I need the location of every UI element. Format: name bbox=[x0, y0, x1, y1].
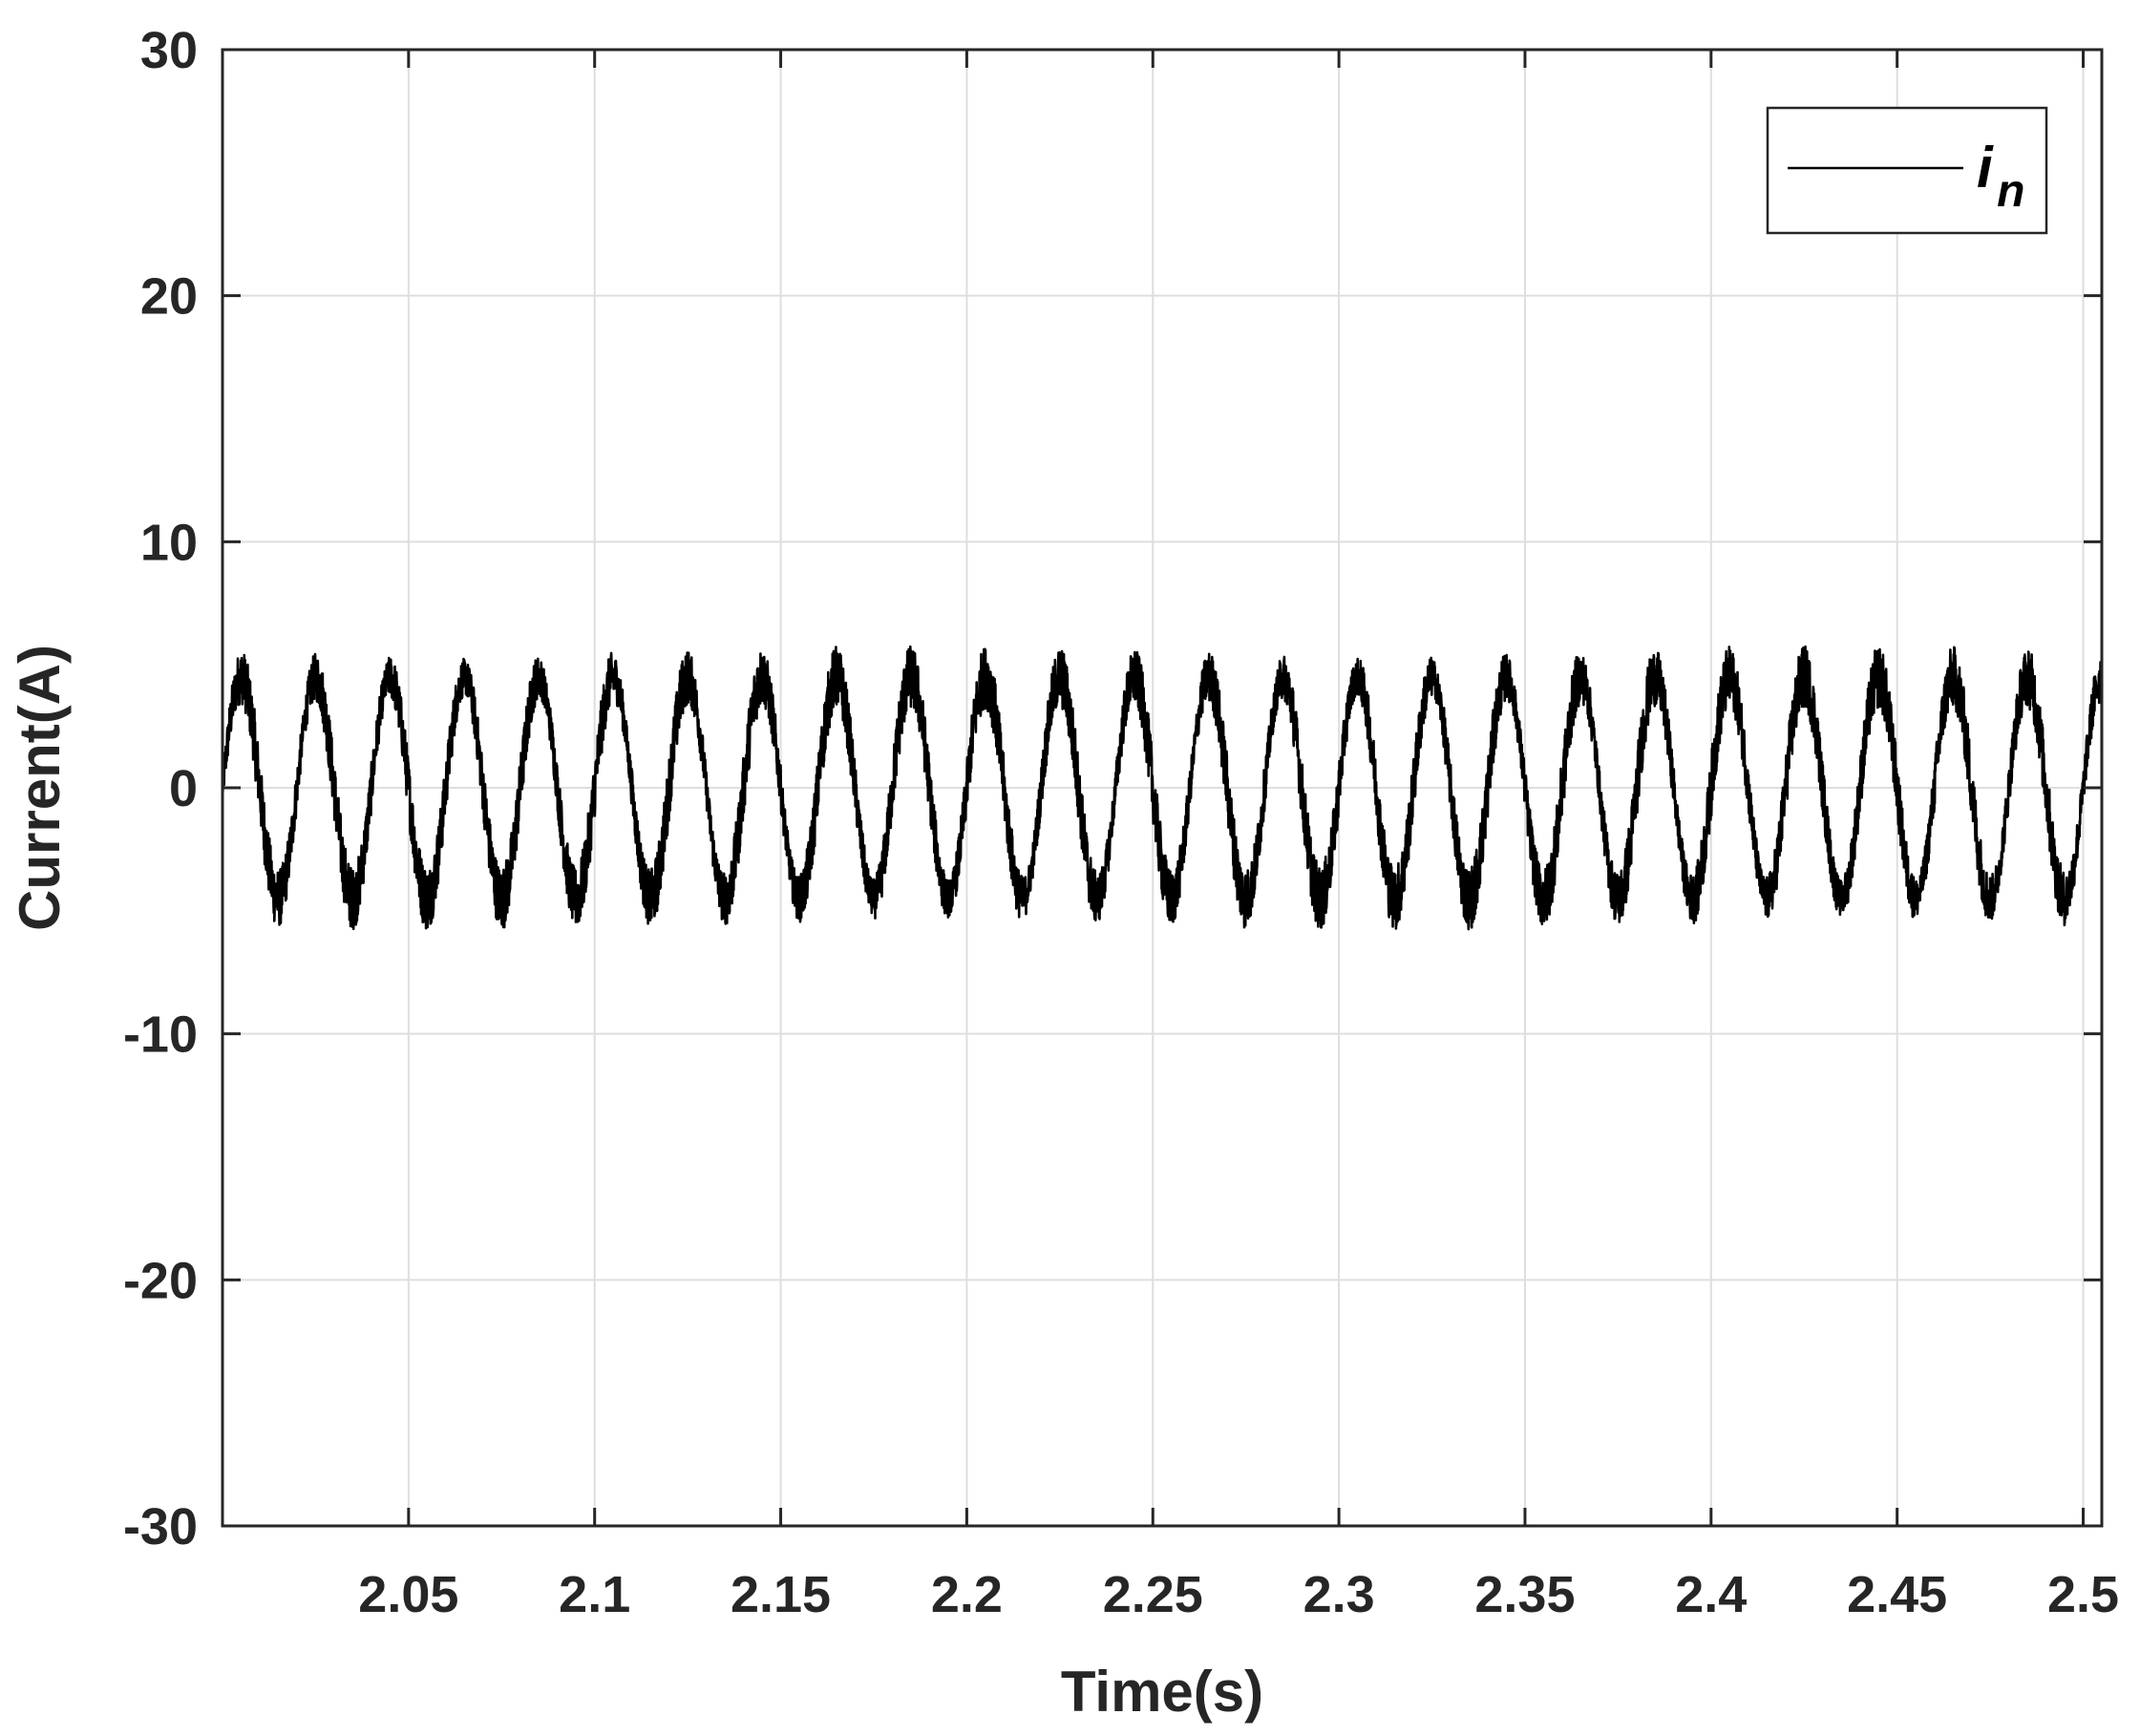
series-layer bbox=[221, 645, 2104, 1022]
x-tick-label: 2.35 bbox=[1474, 1566, 1575, 1623]
x-tick-label: 2.1 bbox=[559, 1566, 630, 1623]
y-tick-label: -10 bbox=[123, 1006, 198, 1064]
x-tick-label: 2.45 bbox=[1847, 1566, 1947, 1623]
x-tick-label: 2.3 bbox=[1303, 1566, 1375, 1623]
legend-entry-base: i bbox=[1977, 136, 1994, 200]
y-tick-label: 0 bbox=[169, 760, 198, 817]
x-tick-label: 2.4 bbox=[1675, 1566, 1747, 1623]
y-tick-label: -30 bbox=[123, 1498, 198, 1556]
y-tick-label: 30 bbox=[140, 22, 198, 79]
x-tick-label: 2.2 bbox=[931, 1566, 1003, 1623]
x-tick-label: 2.5 bbox=[2047, 1566, 2119, 1623]
tick-marks bbox=[222, 48, 2102, 1528]
legend: i n bbox=[1766, 106, 2048, 235]
x-axis-label: Time(s) bbox=[1061, 1660, 1263, 1724]
y-tick-label: 20 bbox=[140, 268, 198, 326]
legend-entry-label: i n bbox=[1977, 136, 2024, 217]
legend-entry-subscript: n bbox=[1997, 166, 2024, 217]
x-tick-label: 2.15 bbox=[731, 1566, 831, 1623]
legend-box bbox=[1766, 106, 2048, 235]
x-tick-labels: 2.05 2.1 2.15 2.2 2.25 2.3 2.35 2.4 2.45 2.5 bbox=[358, 1566, 2119, 1623]
y-axis-label: Current(A) bbox=[8, 645, 72, 931]
y-tick-labels: 30 20 10 0 -10 -20 -30 bbox=[123, 22, 198, 1556]
y-tick-label: -20 bbox=[123, 1252, 198, 1309]
series-line-in bbox=[221, 645, 2104, 1022]
x-tick-label: 2.25 bbox=[1103, 1566, 1203, 1623]
y-tick-label: 10 bbox=[140, 514, 198, 571]
x-tick-label: 2.05 bbox=[358, 1566, 458, 1623]
